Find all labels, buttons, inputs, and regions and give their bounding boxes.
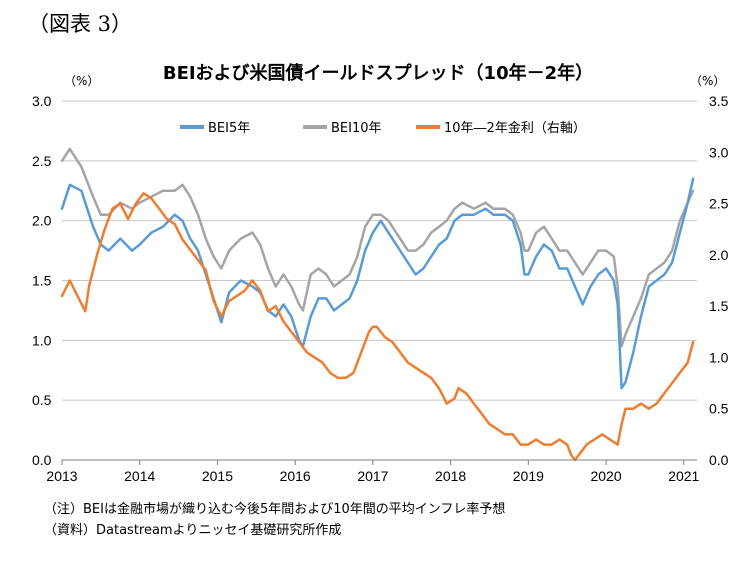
x-tick-label: 2020 xyxy=(590,468,621,484)
footnote-source: （資料）Datastreamよりニッセイ基礎研究所作成 xyxy=(44,523,342,538)
left-tick-label: 1.5 xyxy=(32,273,52,289)
left-tick-label: 0.0 xyxy=(32,452,52,468)
x-tick-label: 2017 xyxy=(357,468,388,484)
left-tick-label: 0.5 xyxy=(32,392,52,408)
x-tick-label: 2018 xyxy=(435,468,466,484)
x-tick-label: 2019 xyxy=(513,468,544,484)
right-tick-label: 0.0 xyxy=(709,452,729,468)
x-axis-ticks: 2013 2014 2015 2016 2017 2018 2019 2020 2021 xyxy=(46,460,700,484)
figure-label: （図表 3） xyxy=(28,12,133,36)
right-axis-ticks: 0.0 0.5 1.0 1.5 2.0 2.5 3.0 3.5 xyxy=(709,93,729,468)
legend-label: 10年―2年金利（右軸） xyxy=(444,120,586,136)
series-line xyxy=(60,192,695,462)
x-tick-label: 2013 xyxy=(46,468,77,484)
right-tick-label: 3.5 xyxy=(709,93,729,109)
right-tick-label: 3.0 xyxy=(709,144,729,160)
left-tick-label: 1.0 xyxy=(32,332,52,348)
legend-label: BEI10年 xyxy=(331,121,382,136)
legend: BEI5年 BEI10年 10年―2年金利（右軸） xyxy=(180,120,586,136)
left-axis-unit: （%） xyxy=(64,74,100,88)
left-tick-label: 2.5 xyxy=(32,153,52,169)
left-tick-label: 2.0 xyxy=(32,213,52,229)
legend-label: BEI5年 xyxy=(208,121,250,136)
right-tick-label: 1.0 xyxy=(709,349,729,365)
x-tick-label: 2016 xyxy=(280,468,311,484)
series-line xyxy=(60,147,695,348)
right-tick-label: 1.5 xyxy=(709,298,729,314)
x-tick-label: 2014 xyxy=(124,468,155,484)
right-tick-label: 0.5 xyxy=(709,401,729,417)
right-tick-label: 2.5 xyxy=(709,196,729,212)
chart-title: BEIおよび米国債イールドスプレッド（10年－2年） xyxy=(162,63,594,84)
x-tick-label: 2021 xyxy=(668,468,699,484)
left-axis-ticks: 0.0 0.5 1.0 1.5 2.0 2.5 3.0 xyxy=(32,93,52,468)
series-line xyxy=(60,177,695,390)
series-layer xyxy=(60,147,695,462)
footnote-note: （注）BEIは金融市場が織り込む今後5年間および10年間の平均インフレ率予想 xyxy=(44,502,506,517)
right-axis-unit: （%） xyxy=(690,74,726,88)
left-tick-label: 3.0 xyxy=(32,93,52,109)
x-tick-label: 2015 xyxy=(202,468,233,484)
right-tick-label: 2.0 xyxy=(709,247,729,263)
